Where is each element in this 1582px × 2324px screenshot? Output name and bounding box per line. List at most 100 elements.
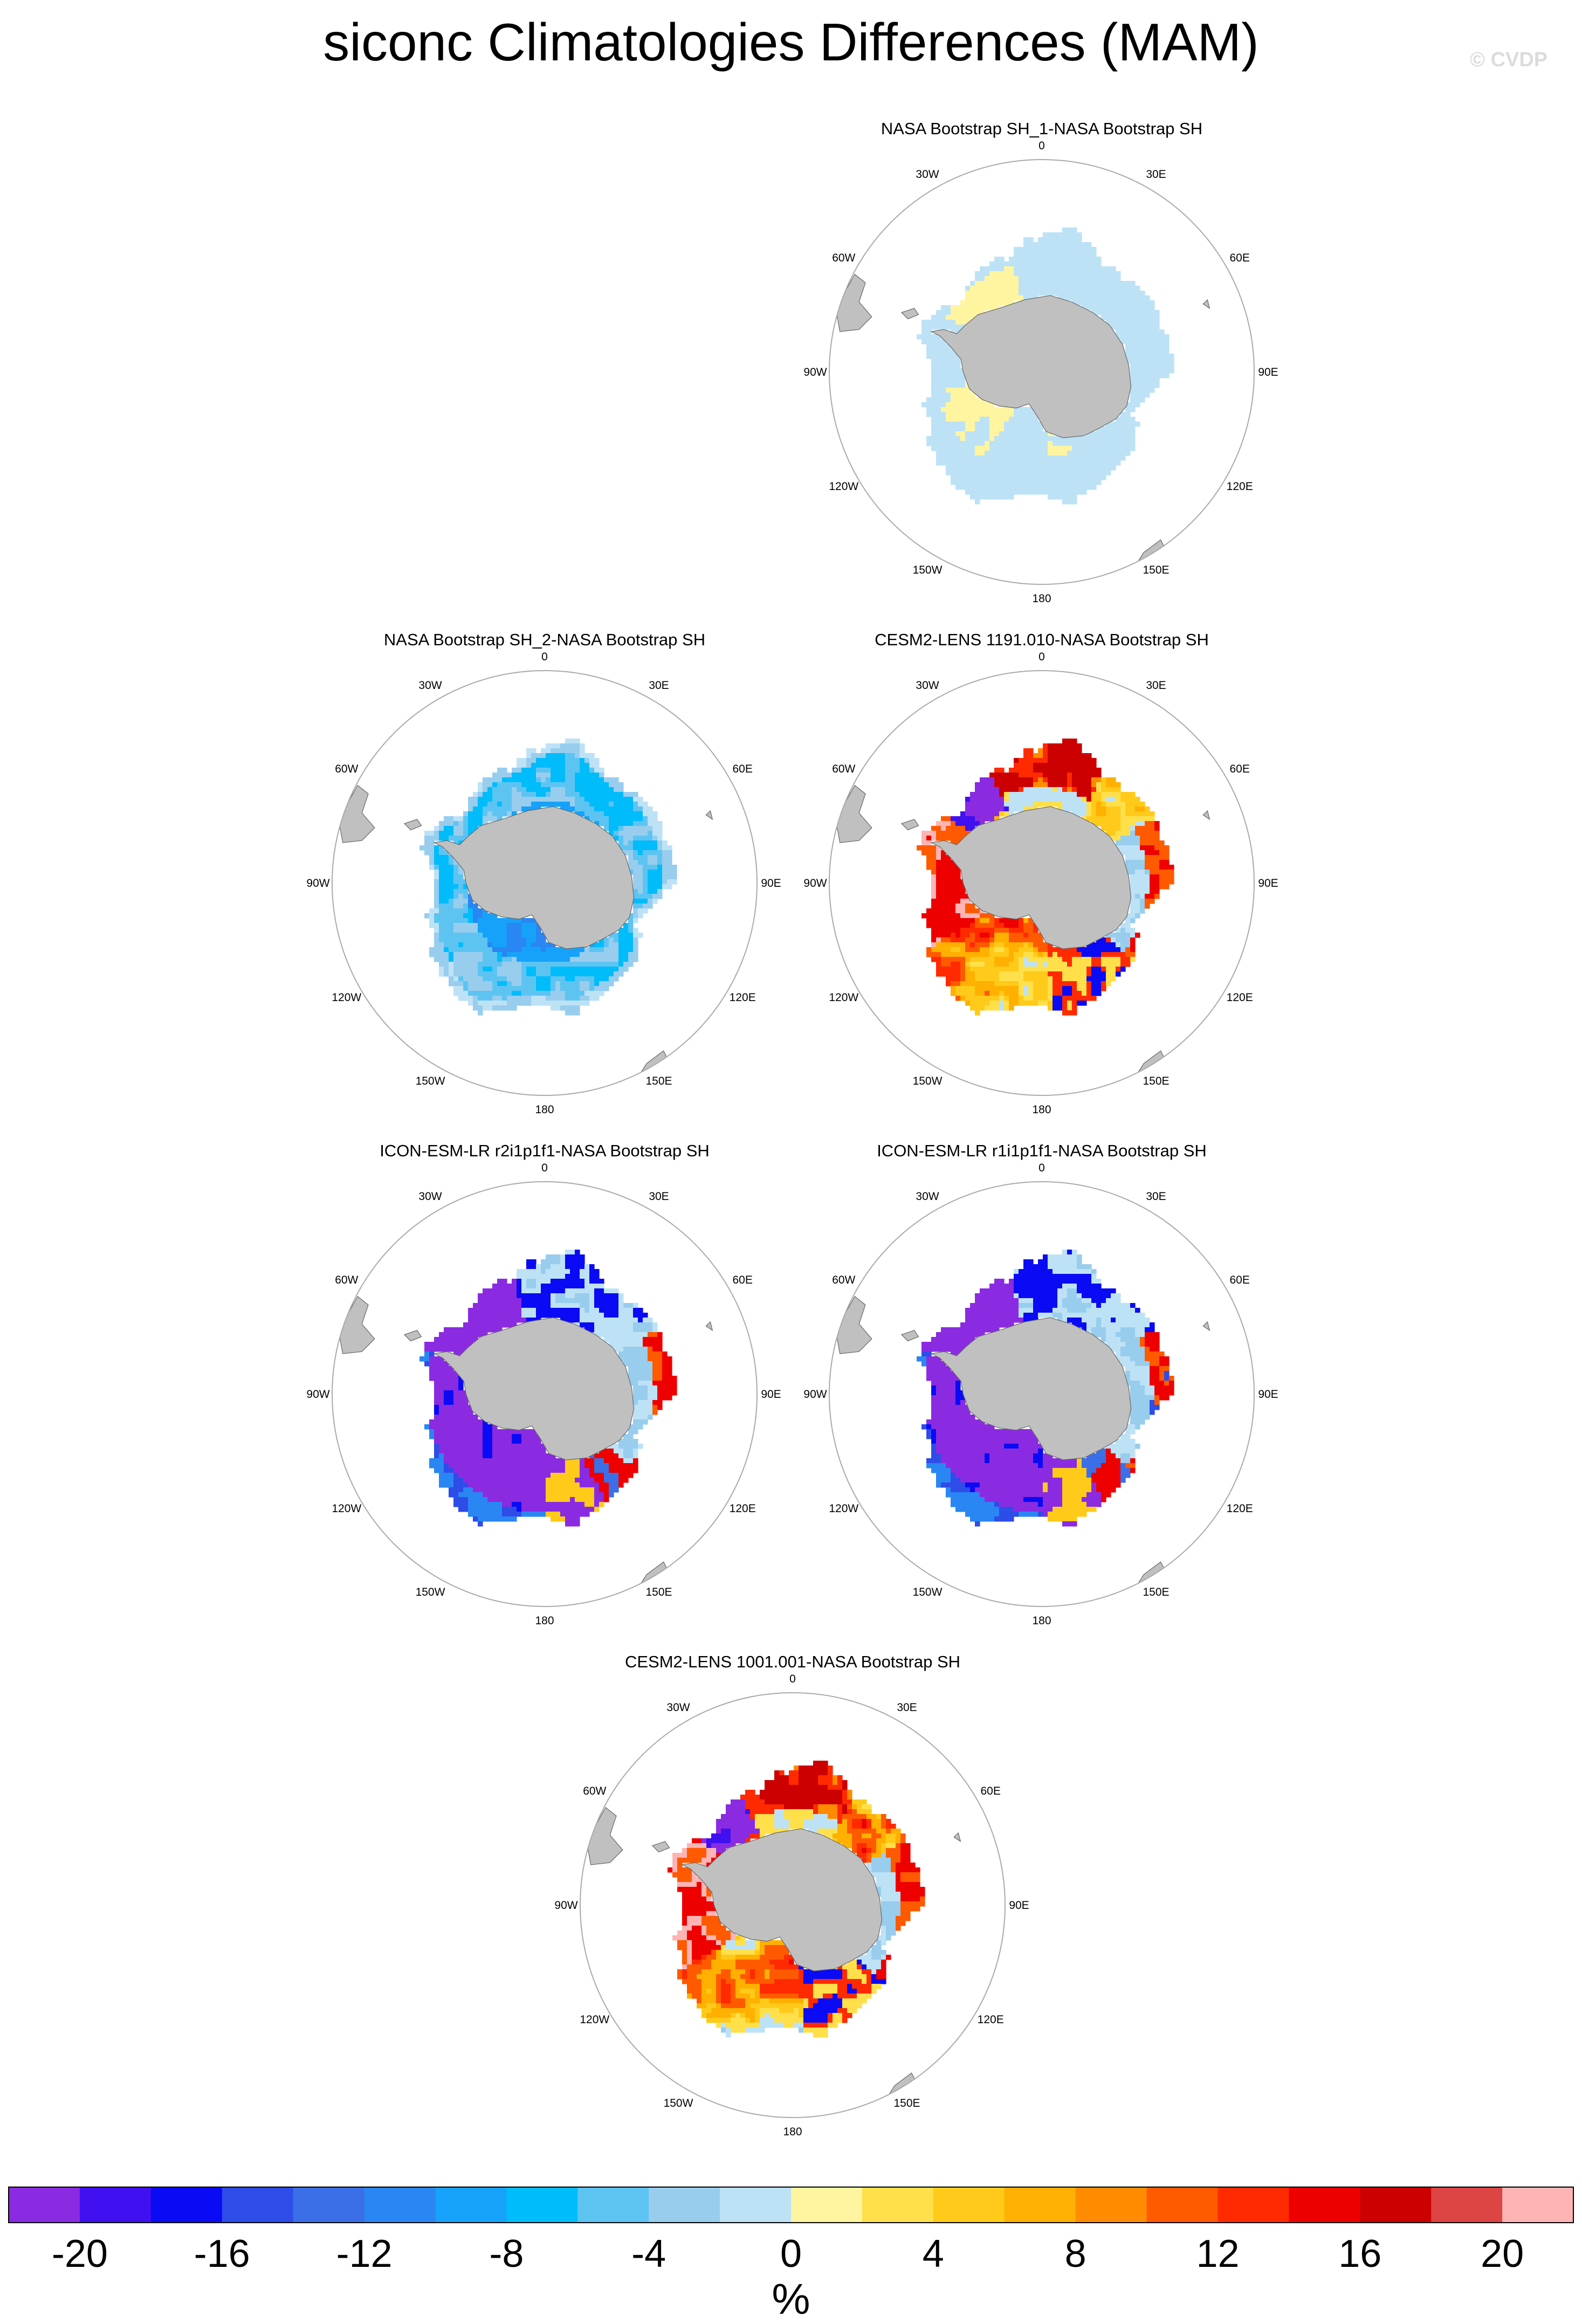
grid-cell [463,821,469,826]
grid-cell [1028,773,1034,778]
grid-cell [960,397,966,403]
grid-cell [473,1444,478,1449]
grid-cell [1033,426,1038,432]
grid-cell [1077,962,1082,967]
grid-cell [1019,257,1024,262]
grid-cell [965,286,971,291]
grid-cell [468,1342,473,1347]
grid-cell [1130,836,1136,841]
grid-cell [999,422,1005,427]
grid-cell [623,831,629,836]
longitude-label: 90E [1258,877,1278,889]
grid-cell [458,1385,464,1391]
grid-cell [623,967,629,972]
grid-cell [1111,276,1116,281]
grid-cell [931,957,937,962]
grid-cell [994,281,1000,286]
grid-cell [643,1390,648,1396]
grid-cell [652,816,658,822]
grid-cell [633,1419,638,1425]
grid-cell [614,782,619,788]
grid-cell [434,845,439,851]
grid-cell [1014,937,1019,943]
grid-cell [458,928,464,933]
grid-cell [604,1288,609,1294]
grid-cell [1023,952,1029,957]
grid-cell [970,923,975,928]
grid-cell [638,826,643,831]
grid-cell [926,397,932,403]
grid-cell [614,1342,619,1347]
grid-cell [555,763,561,768]
longitude-label: 60E [1230,763,1250,775]
grid-cell [994,417,1000,422]
grid-cell [1086,295,1092,301]
grid-cell [1120,821,1126,826]
grid-cell [1140,344,1145,349]
grid-cell [560,996,566,1001]
grid-cell [1023,971,1029,977]
grid-cell [1062,758,1068,763]
grid-cell [662,860,668,865]
grid-cell [449,1439,454,1444]
grid-cell [1009,802,1014,807]
grid-cell [989,777,995,783]
grid-cell [609,971,614,977]
grid-cell [936,349,941,354]
grid-cell [560,986,566,991]
grid-cell [1038,422,1043,427]
grid-cell [941,344,946,349]
grid-cell [1057,947,1063,953]
grid-cell [449,918,454,923]
grid-cell [1033,441,1038,446]
grid-cell [1014,768,1019,773]
australia-landmass [1236,1037,1254,1068]
grid-cell [1086,802,1092,807]
grid-cell [483,991,488,996]
grid-cell [975,816,980,822]
grid-cell [555,792,561,797]
grid-cell [1072,763,1077,768]
grid-cell [1082,252,1087,257]
grid-cell [531,777,536,783]
grid-cell [507,942,512,948]
grid-cell [468,928,473,933]
grid-cell [468,1332,473,1337]
grid-cell [594,1318,600,1323]
grid-cell [980,933,985,938]
grid-cell [1057,252,1063,257]
grid-cell [570,1001,575,1006]
grid-cell [623,845,629,851]
grid-cell [1091,773,1097,778]
grid-cell [521,937,527,943]
grid-cell [1014,460,1019,466]
grid-cell [1048,947,1053,953]
grid-cell [521,957,527,962]
grid-cell [570,1284,575,1289]
grid-cell [1004,485,1009,490]
grid-cell [570,971,575,977]
grid-cell [531,797,536,802]
grid-cell [1135,865,1140,870]
grid-cell [648,1351,653,1357]
grid-cell [1164,870,1170,875]
grid-cell [936,831,941,836]
grid-cell [1130,802,1136,807]
grid-cell [618,1318,624,1323]
grid-cell [444,1444,449,1449]
grid-cell [1096,480,1102,485]
grid-cell [536,1444,541,1449]
grid-cell [623,826,629,831]
grid-cell [936,310,941,315]
grid-cell [449,836,454,841]
grid-cell [531,1001,536,1006]
grid-cell [1028,271,1034,277]
grid-cell [999,797,1005,802]
grid-cell [570,967,575,972]
grid-cell [599,942,604,948]
panel-title: CESM2-LENS 1191.010-NASA Bootstrap SH [875,630,1209,649]
grid-cell [1062,782,1068,788]
grid-cell [975,1001,980,1006]
grid-cell [1096,286,1102,291]
grid-cell [473,816,478,822]
